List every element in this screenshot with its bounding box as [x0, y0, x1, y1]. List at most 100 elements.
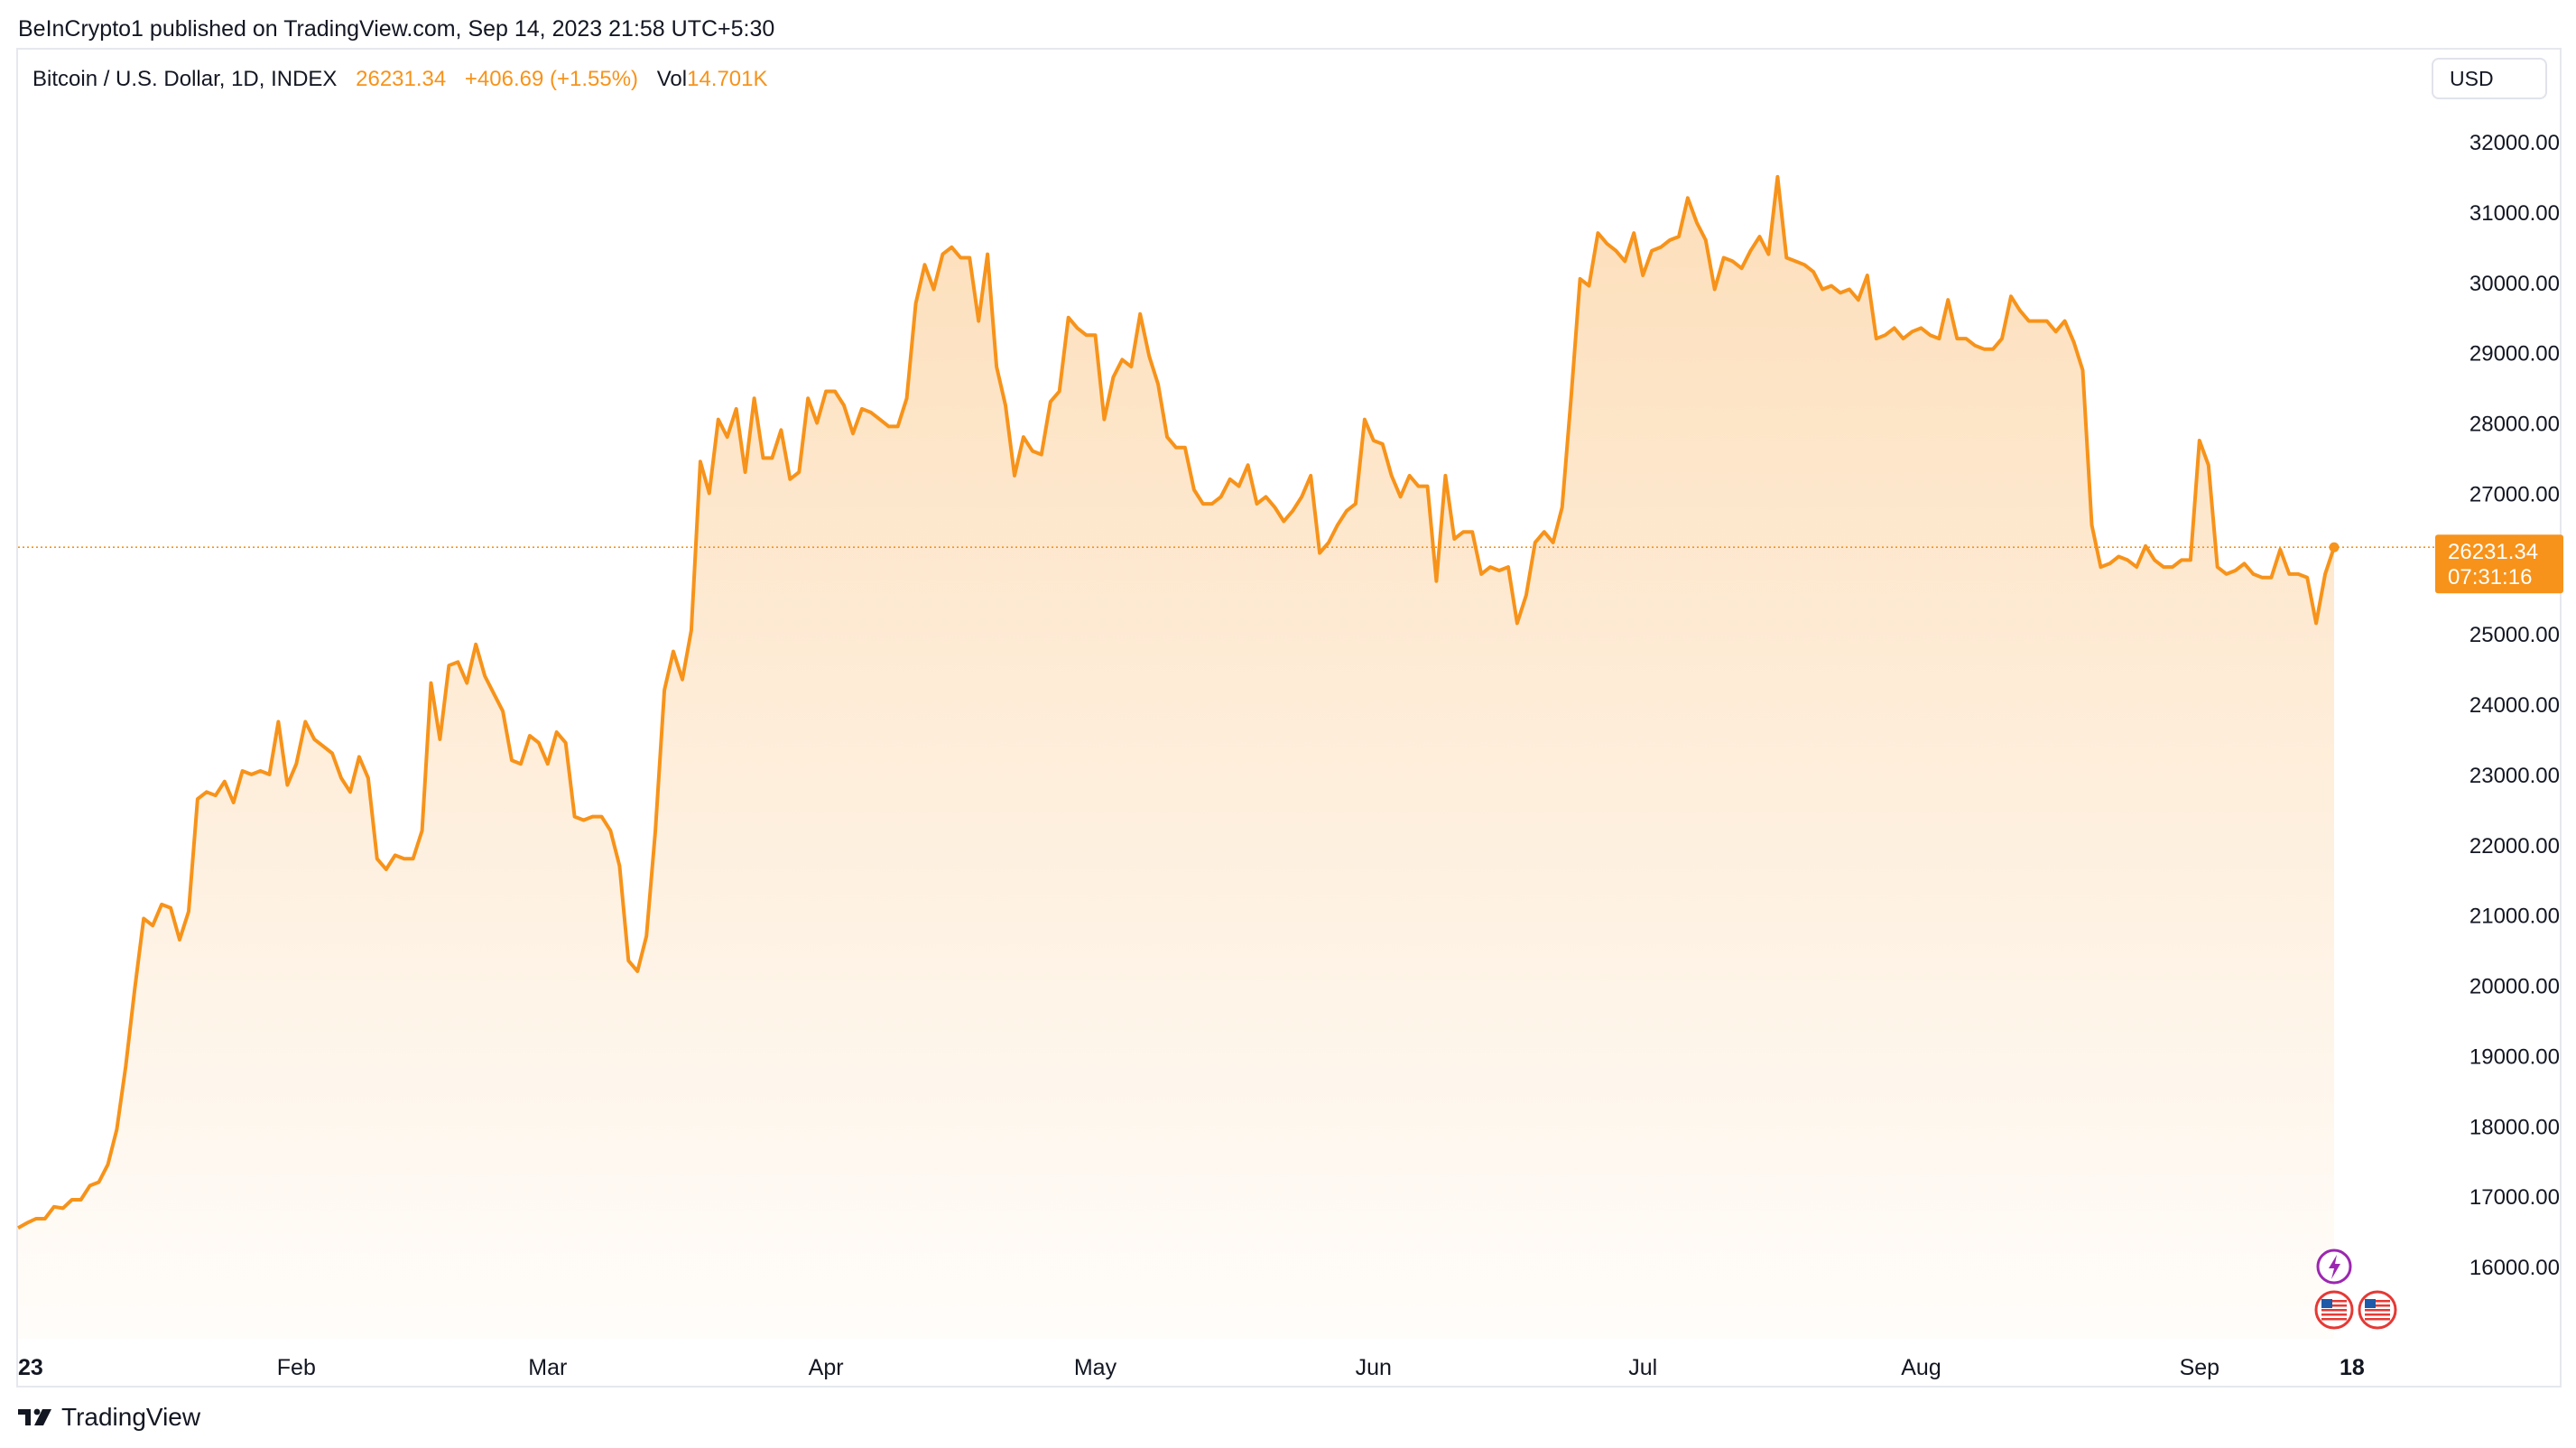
tradingview-logo-icon [18, 1408, 51, 1425]
x-tick-label: Jun [1356, 1355, 1392, 1380]
price-point [1156, 383, 1160, 386]
x-tick-label: 18 [2340, 1355, 2365, 1380]
price-point [663, 688, 666, 692]
price-point [1291, 509, 1294, 513]
price-point [1201, 502, 1205, 506]
price-point [2126, 558, 2129, 562]
price-point [2171, 565, 2174, 569]
price-point [1461, 530, 1465, 534]
price-point [501, 710, 505, 713]
x-tick-label: 23 [18, 1355, 43, 1380]
price-point [1569, 396, 1572, 400]
price-point [617, 864, 621, 868]
price-point [590, 814, 594, 818]
price-point [1470, 530, 1474, 534]
price-point [375, 857, 379, 860]
price-point [2269, 576, 2273, 580]
price-point [1937, 337, 1941, 340]
chart-panel[interactable] [16, 48, 2562, 1388]
price-point [2189, 558, 2192, 562]
price-point [1327, 541, 1330, 544]
chart-legend: Bitcoin / U.S. Dollar, 1D, INDEX 26231.3… [32, 67, 781, 92]
price-point [258, 769, 262, 773]
price-line-series[interactable] [17, 174, 2336, 1230]
published-by-text: BeInCrypto1 published on TradingView.com… [18, 16, 775, 42]
price-point [842, 404, 846, 407]
legend-change: +406.69 (+1.55%) [464, 67, 639, 91]
price-point [187, 910, 190, 914]
price-point [922, 263, 926, 266]
price-point [851, 432, 855, 435]
price-point [1434, 580, 1438, 583]
price-point [465, 681, 468, 684]
price-point [2260, 576, 2264, 580]
y-tick-label: 18000.00 [2469, 1115, 2560, 1139]
price-point [2225, 572, 2229, 576]
price-point [124, 1064, 127, 1068]
currency-button[interactable]: USD [2432, 58, 2547, 99]
price-point [1775, 175, 1779, 179]
y-tick-label: 17000.00 [2469, 1185, 2560, 1210]
price-point [1713, 287, 1717, 291]
y-tick-label: 22000.00 [2469, 834, 2560, 859]
flash-event-icon[interactable] [2316, 1248, 2352, 1285]
price-point [2216, 565, 2219, 569]
price-point [1372, 439, 1376, 442]
y-tick-label: 23000.00 [2469, 764, 2560, 788]
price-point [1946, 298, 1950, 302]
price-point [690, 628, 693, 632]
price-point [339, 776, 343, 780]
price-point [1766, 252, 1770, 255]
price-point [726, 435, 729, 439]
price-point [1866, 274, 1869, 277]
price-point [1641, 274, 1645, 277]
price-point [1075, 326, 1079, 330]
price-point [913, 302, 917, 305]
price-point [214, 794, 218, 797]
footer-brand[interactable]: TradingView [18, 1403, 200, 1432]
price-point [1677, 235, 1681, 238]
y-tick-label: 21000.00 [2469, 905, 2560, 929]
price-point [1534, 541, 1537, 544]
price-point [1031, 449, 1034, 452]
price-point [1982, 348, 1986, 351]
price-point [249, 773, 253, 776]
price-point [1138, 312, 1142, 316]
legend-vol-label: Vol [656, 67, 688, 91]
price-point [1318, 551, 1321, 554]
price-point [321, 745, 325, 748]
price-point [959, 255, 962, 259]
price-point [34, 1217, 38, 1221]
price-point [1784, 255, 1788, 259]
price-point [1964, 337, 1968, 340]
us-flag-event-icon[interactable] [2314, 1290, 2354, 1330]
price-point [2251, 572, 2255, 576]
price-point [717, 417, 720, 421]
price-point [635, 970, 639, 973]
x-tick-label: May [1074, 1355, 1117, 1380]
price-point [429, 681, 432, 684]
price-point [1165, 435, 1169, 439]
price-point [97, 1180, 100, 1183]
price-tag-value: 26231.34 [2448, 540, 2538, 564]
price-point [1192, 487, 1196, 491]
us-flag-event-icon[interactable] [2358, 1290, 2397, 1330]
price-point [1659, 246, 1663, 249]
price-point [2036, 319, 2040, 322]
price-point [1443, 474, 1447, 478]
price-point [1497, 569, 1501, 572]
price-point [1884, 333, 1887, 337]
price-point [285, 783, 289, 786]
price-point [1058, 389, 1061, 393]
y-tick-label: 29000.00 [2469, 342, 2560, 367]
price-point [2180, 558, 2183, 562]
price-point [1407, 474, 1411, 478]
last-price-dot [2329, 542, 2340, 552]
price-point [1919, 326, 1923, 330]
price-point [2054, 330, 2058, 333]
price-point [348, 790, 352, 794]
price-point [438, 738, 441, 741]
x-tick-label: Aug [1901, 1355, 1941, 1380]
y-tick-label: 25000.00 [2469, 623, 2560, 647]
